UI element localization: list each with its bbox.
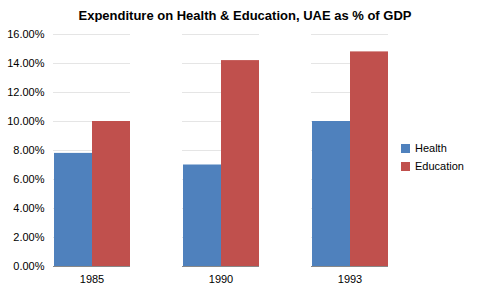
svg-text:14.00%: 14.00% — [7, 57, 45, 69]
svg-text:8.00%: 8.00% — [13, 144, 44, 156]
html-text:Education: Education — [415, 160, 464, 172]
svg-text:6.00%: 6.00% — [13, 173, 44, 185]
svg-text:1993: 1993 — [338, 273, 362, 285]
svg-text:2.00%: 2.00% — [13, 231, 44, 243]
html-text:Expenditure on Health & Educat: Expenditure on Health & Education, UAE a… — [78, 8, 412, 23]
svg-text:4.00%: 4.00% — [13, 202, 44, 214]
svg-text:1990: 1990 — [209, 273, 233, 285]
svg-text:12.00%: 12.00% — [7, 86, 45, 98]
svg-text:0.00%: 0.00% — [13, 260, 44, 272]
svg-text:1985: 1985 — [80, 273, 104, 285]
svg-text:10.00%: 10.00% — [7, 115, 45, 127]
html-text:Health: Health — [415, 142, 447, 154]
svg-text:16.00%: 16.00% — [7, 28, 45, 40]
